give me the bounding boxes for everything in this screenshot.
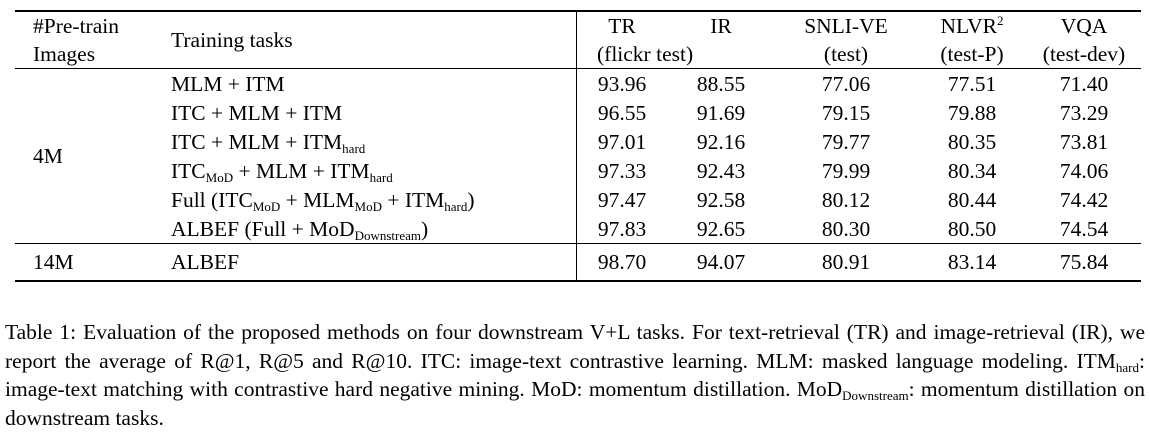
subscript-text: MoD: [205, 169, 234, 185]
header-nlvr2: NLVR2 (test-P): [917, 11, 1027, 69]
header-vqa: VQA (test-dev): [1027, 11, 1141, 69]
text-run: ITC + MLM + ITM: [171, 129, 343, 154]
header-snli-split: (test): [823, 42, 869, 66]
text-run: + MLM + ITM: [233, 158, 370, 183]
table-caption: Table 1: Evaluation of the proposed meth…: [5, 318, 1145, 432]
table-row: ITC + MLM + ITM 96.55 91.69 79.15 79.88 73.29: [15, 98, 1141, 127]
header-nlvr-split: (test-P): [940, 42, 1004, 66]
table-row: ITCMoD + MLM + ITMhard 97.33 92.43 79.99 80.…: [15, 156, 1141, 185]
header-training-tasks: Training tasks: [171, 28, 293, 52]
header-tr: TR (flickr test): [576, 11, 693, 69]
subscript-text: MoD: [252, 198, 281, 214]
subscript-text: MoD: [354, 198, 382, 214]
tr-value: 97.01: [576, 127, 667, 156]
text-run: + ITM: [381, 187, 445, 212]
subscript-text: hard: [1115, 359, 1140, 375]
subscript-text: Downstream: [354, 227, 421, 243]
snli-ve-value: 80.91: [821, 250, 871, 274]
training-task-cell: ALBEF: [171, 250, 240, 274]
text-run: + MLM: [280, 187, 355, 212]
header-vqa-split: (test-dev): [1042, 42, 1126, 66]
vqa-value: 73.29: [1059, 100, 1109, 125]
tr-value: 93.96: [576, 68, 667, 98]
header-snli-label: SNLI-VE: [804, 14, 888, 38]
group-label-4m: 4M: [33, 144, 63, 168]
vqa-value: 74.42: [1059, 187, 1109, 212]
header-pretrain-line1: #Pre-train: [33, 14, 119, 38]
table-row: ALBEF (Full + MoDDownstream) 97.83 92.65 80…: [15, 214, 1141, 244]
snli-ve-value: 80.12: [821, 187, 871, 212]
table-row: ITC + MLM + ITMhard 97.01 92.16 79.77 80.35 7…: [15, 127, 1141, 156]
table-row: Full (ITCMoD + MLMMoD + ITMhard) 97.47 92.…: [15, 185, 1141, 214]
vqa-value: 73.81: [1059, 129, 1109, 154]
text-run: Full (ITC: [171, 187, 253, 212]
header-nlvr-superscript: 2: [997, 13, 1004, 28]
ir-value: 91.69: [696, 100, 746, 125]
subscript-text: hard: [342, 140, 366, 156]
header-flickr-test: (flickr test): [597, 42, 694, 66]
text-run: ): [421, 216, 429, 241]
snli-ve-value: 79.77: [821, 129, 871, 154]
header-tr-label: TR: [608, 14, 636, 38]
training-task-cell: Full (ITCMoD + MLMMoD + ITMhard): [171, 185, 577, 214]
training-task-cell: ALBEF (Full + MoDDownstream): [171, 214, 577, 244]
table-row-14m: 14M ALBEF 98.70 94.07 80.91 83.14 75.84: [15, 243, 1141, 281]
nlvr2-value: 79.88: [947, 100, 997, 125]
subscript-text: Downstream: [842, 388, 909, 403]
header-snli-ve: SNLI-VE (test): [775, 11, 917, 69]
group-label-14m: 14M: [33, 250, 74, 274]
tr-value: 96.55: [576, 98, 667, 127]
tr-value: 97.33: [576, 156, 667, 185]
vqa-value: 75.84: [1059, 250, 1109, 274]
text-run: ITC + MLM + ITM: [171, 100, 343, 125]
header-ir: IR: [667, 11, 775, 69]
ir-value: 94.07: [696, 250, 746, 274]
text-run: : momentum distillation on downstream ta…: [5, 377, 1145, 430]
table-row: 4M MLM + ITM 93.96 88.55 77.06 77.51 71.40: [15, 68, 1141, 168]
header-pretrain-images: #Pre-train Images: [15, 11, 171, 69]
snli-ve-value: 79.15: [821, 100, 871, 125]
nlvr2-value: 83.14: [947, 250, 997, 274]
vqa-value: 74.54: [1059, 216, 1109, 241]
ir-value: 92.43: [696, 158, 746, 183]
ir-value: 88.55: [696, 71, 746, 96]
snli-ve-value: 79.99: [821, 158, 871, 183]
table-header-row: #Pre-train Images Training tasks TR (fli…: [15, 11, 1141, 69]
vqa-value: 71.40: [1059, 71, 1109, 96]
training-task-cell: MLM + ITM: [171, 69, 577, 99]
training-task-cell: ITC + MLM + ITM: [171, 98, 577, 127]
training-task-cell: ITCMoD + MLM + ITMhard: [171, 156, 577, 185]
tr-value: 98.70: [576, 243, 667, 281]
header-vqa-label: VQA: [1060, 14, 1108, 38]
text-run: : image-text matching with contrastive h…: [5, 348, 1145, 402]
nlvr2-value: 80.50: [947, 216, 997, 241]
ir-value: 92.16: [696, 129, 746, 154]
snli-ve-value: 77.06: [821, 71, 871, 96]
results-table: #Pre-train Images Training tasks TR (fli…: [15, 10, 1141, 282]
header-nlvr-label: NLVR: [940, 14, 998, 38]
snli-ve-value: 80.30: [821, 216, 871, 241]
header-ir-label: IR: [710, 14, 732, 38]
ir-value: 92.65: [696, 216, 746, 241]
text-run: Table 1: Evaluation of the proposed meth…: [5, 320, 1145, 373]
tr-value: 97.47: [576, 185, 667, 214]
ir-value: 92.58: [696, 187, 746, 212]
header-pretrain-line2: Images: [33, 42, 96, 66]
nlvr2-value: 80.35: [947, 129, 997, 154]
text-run: MLM + ITM: [171, 71, 285, 96]
tr-value: 97.83: [576, 214, 667, 244]
subscript-text: hard: [369, 169, 393, 185]
text-run: ITC: [171, 158, 206, 183]
nlvr2-value: 77.51: [947, 71, 997, 96]
training-task-cell: ITC + MLM + ITMhard: [171, 127, 577, 156]
text-run: ): [467, 187, 475, 212]
nlvr2-value: 80.44: [947, 187, 997, 212]
nlvr2-value: 80.34: [947, 158, 997, 183]
text-run: ALBEF (Full + MoD: [171, 216, 355, 241]
vqa-value: 74.06: [1059, 158, 1109, 183]
subscript-text: hard: [444, 198, 468, 214]
